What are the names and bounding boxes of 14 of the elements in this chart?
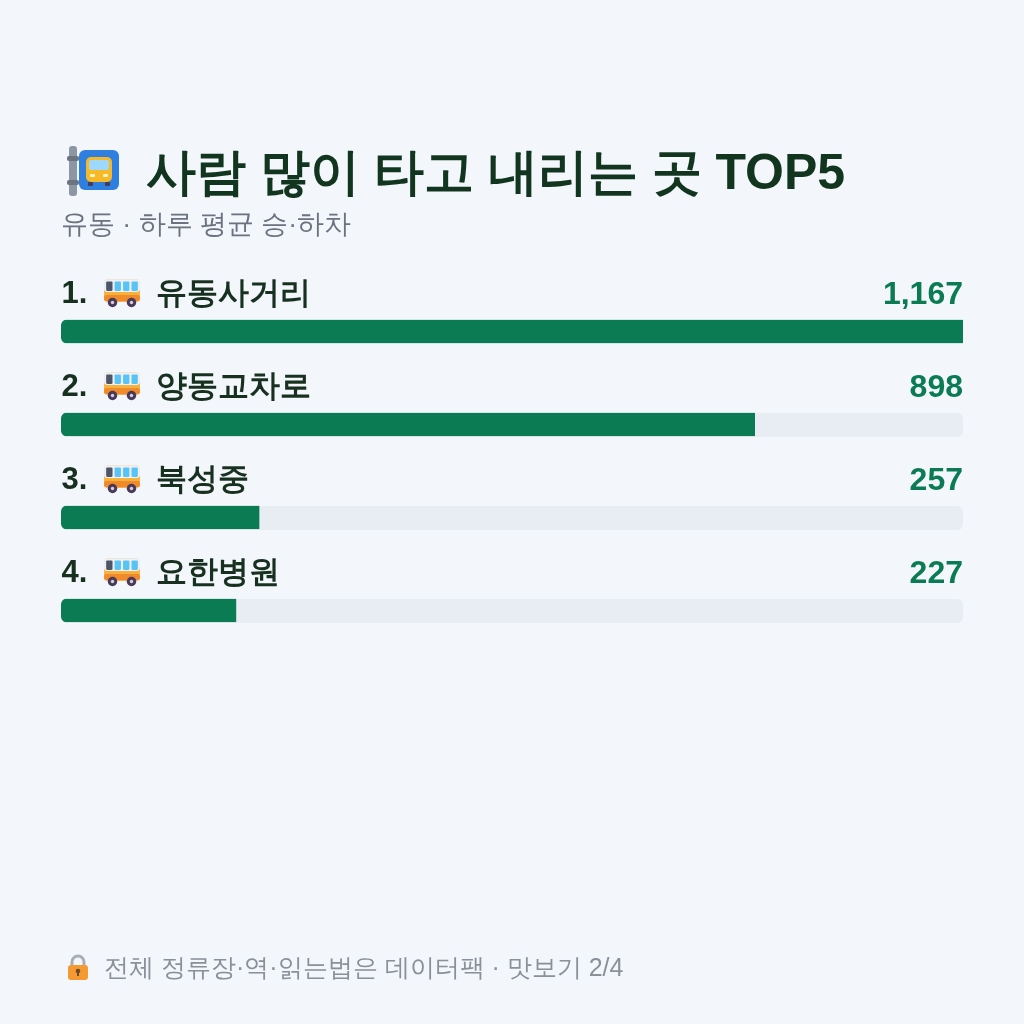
- data-label: 898: [909, 367, 963, 404]
- bar: [61, 598, 237, 623]
- text: 전체 정류장·역·읽는법은 데이터팩 · 맛보기 2/4: [104, 952, 624, 983]
- bar: [61, 505, 260, 530]
- data-label: 227: [909, 553, 963, 590]
- chart-title: 사람 많이 타고 내리는 곳 TOP5: [146, 143, 846, 202]
- y-tick-label: 2. 양동교차로: [61, 367, 312, 403]
- y-tick-label: 4. 요한병원: [61, 553, 281, 589]
- y-tick-label: 3. 북성중: [61, 460, 250, 496]
- data-label: 257: [909, 460, 963, 497]
- bar: [61, 319, 963, 344]
- y-tick-label: 1. 유동사거리: [61, 274, 312, 310]
- chart-subtitle: 유동 · 하루 평균 승·하차: [61, 208, 352, 241]
- data-label: 1,167: [882, 274, 963, 311]
